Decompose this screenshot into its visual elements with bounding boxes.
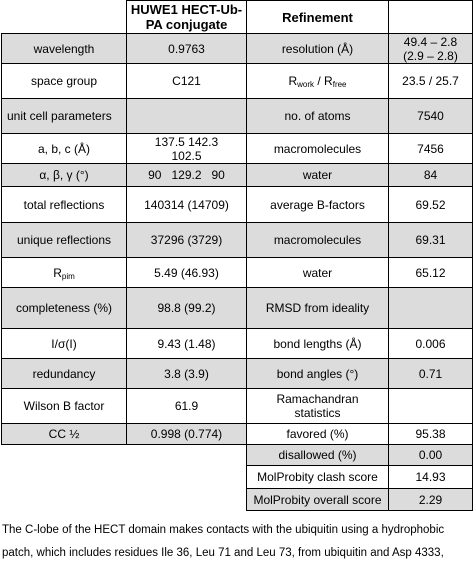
value-macromolecules-atoms: 7456 bbox=[388, 133, 473, 164]
label-redundancy: redundancy bbox=[1, 358, 127, 389]
label-cc-half: CC ½ bbox=[1, 423, 127, 445]
label-rmsd: RMSD from ideality bbox=[246, 287, 389, 329]
label-bond-angles: bond angles (°) bbox=[246, 358, 389, 389]
blank-cell bbox=[127, 466, 247, 489]
value-rmsd bbox=[388, 287, 473, 329]
label-water-atoms: water bbox=[246, 163, 389, 187]
label-resolution: resolution (Å) bbox=[246, 33, 389, 64]
label-unique-reflections: unique reflections bbox=[1, 222, 127, 258]
body-text: The C-lobe of the HECT domain makes cont… bbox=[2, 519, 472, 565]
label-macromolecules-atoms: macromolecules bbox=[246, 133, 389, 164]
header-conjugate: HUWE1 HECT-Ub-PA conjugate bbox=[126, 0, 247, 34]
value-unit-cell bbox=[126, 98, 247, 134]
value-resolution: 49.4 – 2.8 (2.9 – 2.8) bbox=[388, 33, 473, 64]
value-i-sigma: 9.43 (1.48) bbox=[126, 328, 247, 359]
label-water-b: water bbox=[246, 257, 389, 288]
label-completeness: completeness (%) bbox=[1, 287, 127, 329]
value-avg-b-factors: 69.52 bbox=[388, 186, 473, 223]
label-r-work-free: Rwork / Rfree bbox=[246, 63, 389, 99]
value-water-b: 65.12 bbox=[388, 257, 473, 288]
label-r-pim: Rpim bbox=[1, 257, 127, 288]
value-completeness: 98.8 (99.2) bbox=[126, 287, 247, 329]
blank-cell bbox=[127, 489, 247, 511]
value-water-atoms: 84 bbox=[388, 163, 473, 187]
value-no-atoms: 7540 bbox=[388, 98, 473, 134]
label-overall-score: MolProbity overall score bbox=[246, 488, 389, 511]
label-i-sigma: I/σ(I) bbox=[1, 328, 127, 359]
label-space-group: space group bbox=[1, 63, 127, 99]
value-wilson-b: 61.9 bbox=[126, 388, 247, 424]
value-r-pim: 5.49 (46.93) bbox=[126, 257, 247, 288]
label-clash-score: MolProbity clash score bbox=[246, 465, 389, 489]
blank-cell bbox=[2, 445, 127, 466]
value-unique-reflections: 37296 (3729) bbox=[126, 222, 247, 258]
value-space-group: C121 bbox=[126, 63, 247, 99]
value-disallowed: 0.00 bbox=[388, 444, 473, 466]
label-total-reflections: total reflections bbox=[1, 186, 127, 223]
value-redundancy: 3.8 (3.9) bbox=[126, 358, 247, 389]
label-ramachandran: Ramachandran statistics bbox=[246, 388, 389, 424]
label-abc: a, b, c (Å) bbox=[1, 133, 127, 164]
body-text-line: patch, which includes residues Ile 36, L… bbox=[2, 547, 444, 559]
label-wavelength: wavelength bbox=[1, 33, 127, 64]
value-clash-score: 14.93 bbox=[388, 465, 473, 489]
blank-cell bbox=[2, 489, 127, 511]
blank-cell bbox=[2, 466, 127, 489]
label-favored: favored (%) bbox=[246, 423, 389, 445]
value-r-work-free: 23.5 / 25.7 bbox=[388, 63, 473, 99]
header-empty bbox=[388, 0, 473, 34]
header-blank bbox=[2, 1, 127, 34]
value-total-reflections: 140314 (14709) bbox=[126, 186, 247, 223]
blank-cell bbox=[127, 445, 247, 466]
label-no-atoms: no. of atoms bbox=[246, 98, 389, 134]
crystallography-table: HUWE1 HECT-Ub-PA conjugate Refinement wa… bbox=[1, 0, 473, 511]
label-bond-lengths: bond lengths (Å) bbox=[246, 328, 389, 359]
label-wilson-b: Wilson B factor bbox=[1, 388, 127, 424]
label-macromolecules-b: macromolecules bbox=[246, 222, 389, 258]
value-cc-half: 0.998 (0.774) bbox=[126, 423, 247, 445]
label-angles: α, β, γ (°) bbox=[1, 163, 127, 187]
header-refinement: Refinement bbox=[246, 0, 389, 34]
label-disallowed: disallowed (%) bbox=[246, 444, 389, 466]
label-avg-b-factors: average B-factors bbox=[246, 186, 389, 223]
value-bond-angles: 0.71 bbox=[388, 358, 473, 389]
value-favored: 95.38 bbox=[388, 423, 473, 445]
value-ramachandran bbox=[388, 388, 473, 424]
value-abc: 137.5 142.3 102.5 bbox=[126, 133, 247, 164]
value-bond-lengths: 0.006 bbox=[388, 328, 473, 359]
value-wavelength: 0.9763 bbox=[126, 33, 247, 64]
value-macromolecules-b: 69.31 bbox=[388, 222, 473, 258]
value-angles: 90 129.2 90 bbox=[126, 163, 247, 187]
label-unit-cell: unit cell parameters bbox=[1, 98, 127, 134]
value-overall-score: 2.29 bbox=[388, 488, 473, 511]
body-text-line: The C-lobe of the HECT domain makes cont… bbox=[2, 524, 445, 536]
